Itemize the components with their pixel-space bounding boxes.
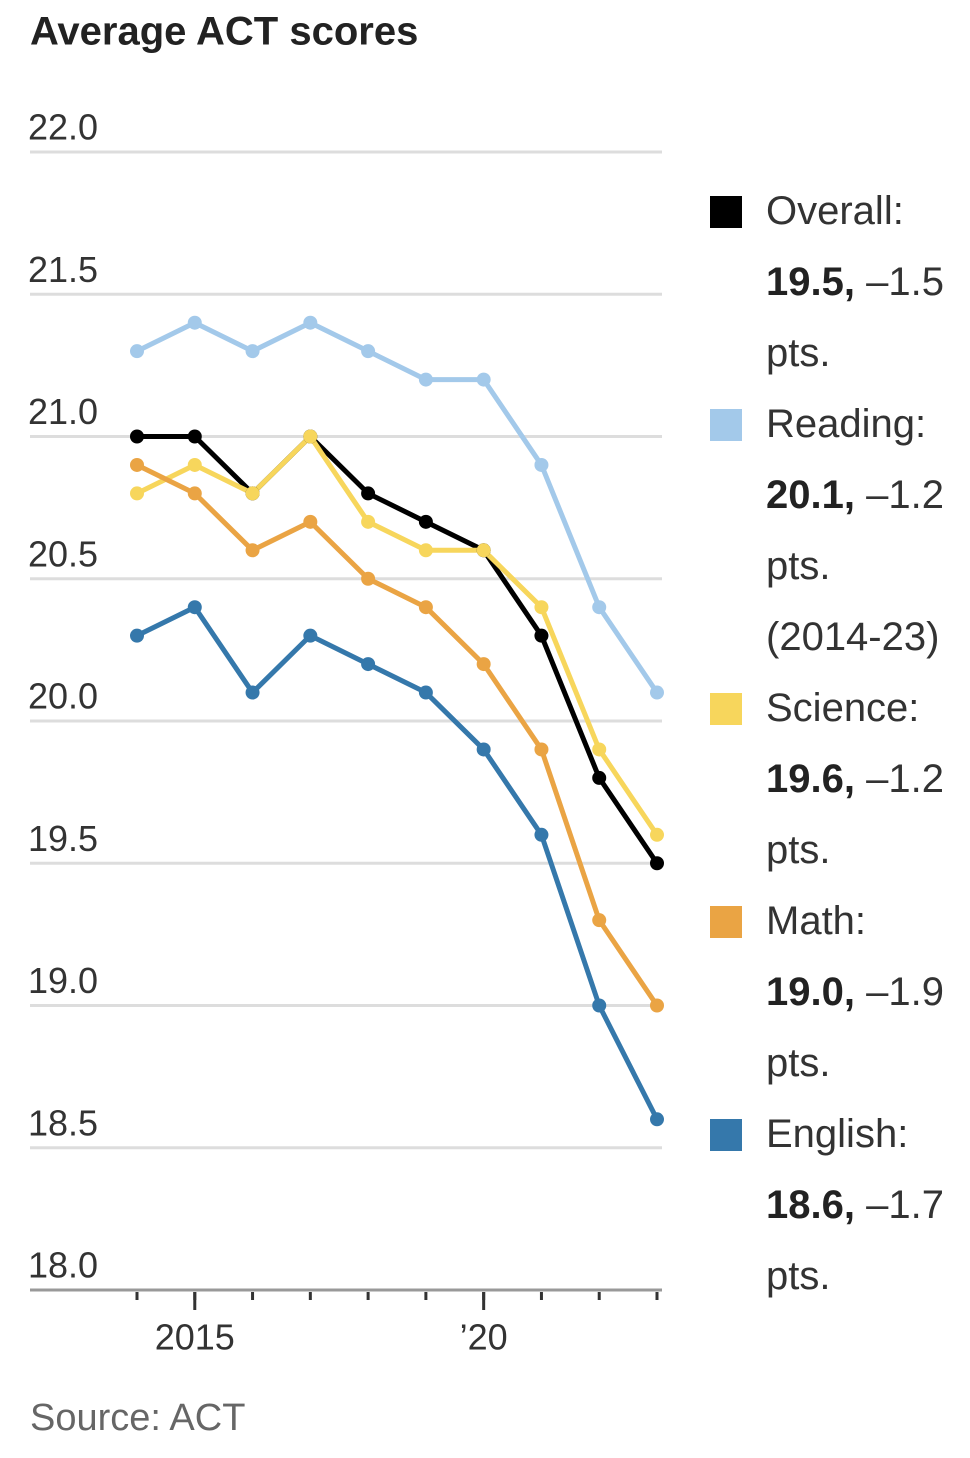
- legend-swatch: [710, 906, 742, 938]
- point: [130, 457, 144, 472]
- point: [130, 429, 144, 444]
- legend-value: 18.6,: [766, 1183, 855, 1227]
- point: [303, 315, 318, 330]
- point: [650, 856, 664, 871]
- legend-change: –1.5 pts.: [766, 260, 944, 375]
- point: [361, 344, 376, 359]
- point: [650, 685, 664, 700]
- series-line: [137, 434, 660, 865]
- legend-swatch: [710, 196, 742, 228]
- legend-swatch: [710, 693, 742, 725]
- point: [303, 628, 318, 643]
- point: [418, 685, 433, 700]
- legend-change: –1.2 pts.: [766, 757, 944, 872]
- point: [130, 486, 144, 501]
- point: [361, 657, 376, 672]
- series-line: [135, 434, 660, 837]
- point: [534, 742, 549, 757]
- series-line: [135, 462, 660, 1007]
- legend-name: Overall:: [766, 189, 904, 233]
- chart-title: Average ACT scores: [30, 10, 418, 54]
- legend-value: 19.6,: [766, 757, 855, 801]
- y-tick-label: 22.0: [28, 107, 98, 148]
- point: [418, 543, 433, 558]
- point: [130, 344, 144, 359]
- legend: Overall: 19.5, –1.5 pts. Reading: 20.1, –1.…: [710, 176, 970, 1312]
- x-tick-label: ’20: [460, 1317, 508, 1358]
- legend-name: Reading:: [766, 402, 927, 446]
- legend-change: –1.7 pts.: [766, 1183, 944, 1298]
- point: [245, 486, 260, 501]
- legend-detail: 19.0, –1.9 pts.: [766, 957, 970, 1099]
- point: [187, 429, 202, 444]
- legend-detail: 19.6, –1.2 pts.: [766, 744, 970, 886]
- legend-detail: 20.1, –1.2 pts.: [766, 460, 970, 602]
- point: [361, 486, 376, 501]
- point: [476, 372, 491, 387]
- legend-item: English: 18.6, –1.7 pts.: [710, 1099, 970, 1312]
- point: [187, 486, 202, 501]
- legend-item: Math: 19.0, –1.9 pts.: [710, 886, 970, 1099]
- point: [187, 315, 202, 330]
- legend-swatch: [710, 409, 742, 441]
- legend-note: (2014-23): [766, 615, 940, 659]
- point: [476, 657, 491, 672]
- point: [592, 998, 607, 1013]
- point: [245, 344, 260, 359]
- point: [592, 742, 607, 757]
- point: [418, 514, 433, 529]
- legend-swatch: [710, 1119, 742, 1151]
- point: [476, 543, 491, 558]
- legend-change: –1.2 pts.: [766, 473, 944, 588]
- point: [534, 457, 549, 472]
- point: [592, 600, 607, 615]
- series-line: [135, 604, 660, 1121]
- legend-change: –1.9 pts.: [766, 970, 944, 1085]
- series-line: [135, 320, 660, 694]
- legend-name: Science:: [766, 686, 920, 730]
- y-tick-label: 18.0: [28, 1245, 98, 1286]
- point: [245, 685, 260, 700]
- point: [418, 372, 433, 387]
- point: [418, 600, 433, 615]
- point: [592, 913, 607, 928]
- legend-value: 20.1,: [766, 473, 855, 517]
- point: [361, 571, 376, 586]
- y-tick-label: 18.5: [28, 1102, 98, 1143]
- y-tick-label: 20.5: [28, 533, 98, 574]
- legend-value: 19.5,: [766, 260, 855, 304]
- point: [303, 514, 318, 529]
- point: [476, 742, 491, 757]
- legend-detail: 18.6, –1.7 pts.: [766, 1170, 970, 1312]
- point: [592, 770, 607, 785]
- legend-item: Overall: 19.5, –1.5 pts.: [710, 176, 970, 389]
- legend-detail: 19.5, –1.5 pts.: [766, 247, 970, 389]
- point: [361, 514, 376, 529]
- point: [650, 998, 664, 1013]
- legend-item: Science: 19.6, –1.2 pts.: [710, 673, 970, 886]
- y-tick-label: 21.0: [28, 391, 98, 432]
- legend-value: 19.0,: [766, 970, 855, 1014]
- point: [534, 827, 549, 842]
- point: [650, 827, 664, 842]
- point: [187, 457, 202, 472]
- legend-name: English:: [766, 1112, 909, 1156]
- point: [534, 600, 549, 615]
- point: [187, 600, 202, 615]
- y-tick-label: 19.0: [28, 960, 98, 1001]
- y-tick-label: 20.0: [28, 676, 98, 717]
- legend-name: Math:: [766, 899, 867, 943]
- y-tick-label: 21.5: [28, 249, 98, 290]
- x-tick-label: 2015: [155, 1317, 235, 1358]
- point: [245, 543, 260, 558]
- point: [534, 628, 549, 643]
- legend-item: Reading: 20.1, –1.2 pts. (2014-23): [710, 389, 970, 673]
- point: [650, 1112, 664, 1127]
- point: [130, 628, 144, 643]
- y-tick-label: 19.5: [28, 818, 98, 859]
- point: [303, 429, 318, 444]
- source: Source: ACT: [30, 1397, 245, 1439]
